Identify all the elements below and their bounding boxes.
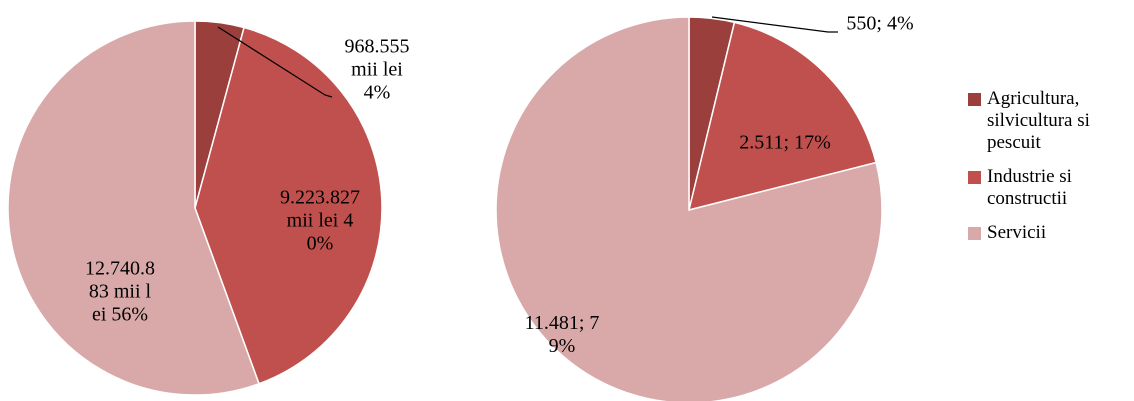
leader-line (217, 26, 333, 98)
legend-item: Industrie si constructii (968, 166, 1118, 210)
pie-slice (7, 20, 260, 396)
legend-swatch (968, 93, 981, 106)
legend-label: Agricultura, silvicultura si pescuit (987, 88, 1090, 153)
legend-label: Servicii (987, 222, 1047, 243)
legend-item: Servicii (968, 222, 1118, 244)
data-label: 550; 4% (846, 12, 914, 35)
legend-label: Industrie si constructii (987, 166, 1072, 209)
data-label: 12.740.883 mii lei 56% (85, 257, 155, 326)
pie-slice (194, 26, 383, 385)
legend-item: Agricultura, silvicultura si pescuit (968, 88, 1118, 154)
pie-slice (495, 16, 883, 401)
data-label: 9.223.827 mii lei 40% (280, 186, 360, 255)
data-label: 968.555 mii lei 4% (344, 35, 410, 104)
legend-swatch (968, 227, 981, 240)
data-label: 11.481; 79% (524, 312, 600, 357)
data-label: 2.511; 17% (739, 131, 831, 154)
legend: Agricultura, silvicultura si pescuit Indu… (968, 88, 1118, 256)
leader-line (711, 16, 838, 33)
legend-swatch (968, 171, 981, 184)
pie-slice (687, 21, 877, 212)
